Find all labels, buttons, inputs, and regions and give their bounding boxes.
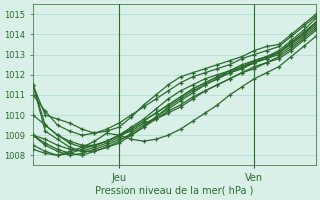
X-axis label: Pression niveau de la mer( hPa ): Pression niveau de la mer( hPa ) — [95, 186, 253, 196]
